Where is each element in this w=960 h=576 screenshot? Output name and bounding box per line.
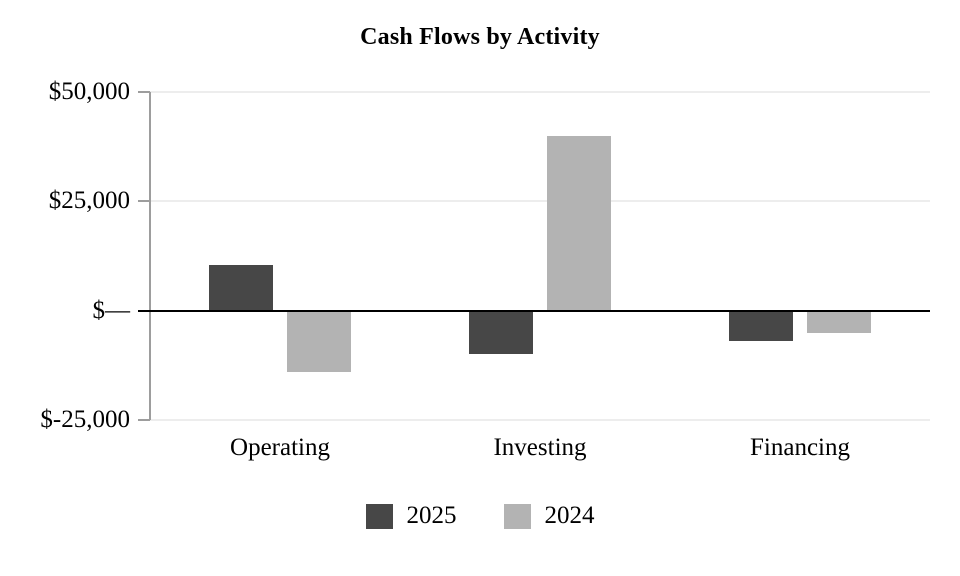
y-axis-tick <box>138 419 150 421</box>
y-tick-label--25000: $-25,000 <box>40 406 130 433</box>
bar-2024-financing <box>807 310 871 333</box>
chart-title: Cash Flows by Activity <box>360 24 600 50</box>
plot-area <box>138 91 930 421</box>
x-axis-label-operating: Operating <box>230 434 330 461</box>
legend-item-2024: 2024 <box>503 502 595 530</box>
y-axis-line <box>149 92 151 420</box>
zero-axis-line <box>138 309 930 312</box>
gridline-50000 <box>150 91 930 93</box>
legend-item-2025: 2025 <box>365 502 457 530</box>
x-axis-label-investing: Investing <box>493 434 587 461</box>
bar-2025-operating <box>209 264 273 311</box>
y-tick-label-50000: $50,000 <box>48 78 130 105</box>
y-axis-tick <box>138 200 150 203</box>
legend-swatch-2025 <box>365 503 393 529</box>
y-tick-label-25000: $25,000 <box>48 187 130 215</box>
y-tick-label-0: $— <box>92 296 131 324</box>
bar-2024-investing <box>547 135 611 311</box>
gridline-25000 <box>150 200 930 203</box>
legend-swatch-2024 <box>503 503 531 529</box>
bar-2025-investing <box>469 310 533 355</box>
gridline--25000 <box>150 419 930 421</box>
legend-label-2024: 2024 <box>544 502 595 529</box>
y-axis-tick <box>138 91 150 93</box>
bar-2024-operating <box>287 310 351 372</box>
legend-label-2025: 2025 <box>406 502 457 529</box>
bar-2025-financing <box>729 310 793 342</box>
legend: 2025 2024 <box>0 502 960 530</box>
x-axis-label-financing: Financing <box>750 434 850 461</box>
